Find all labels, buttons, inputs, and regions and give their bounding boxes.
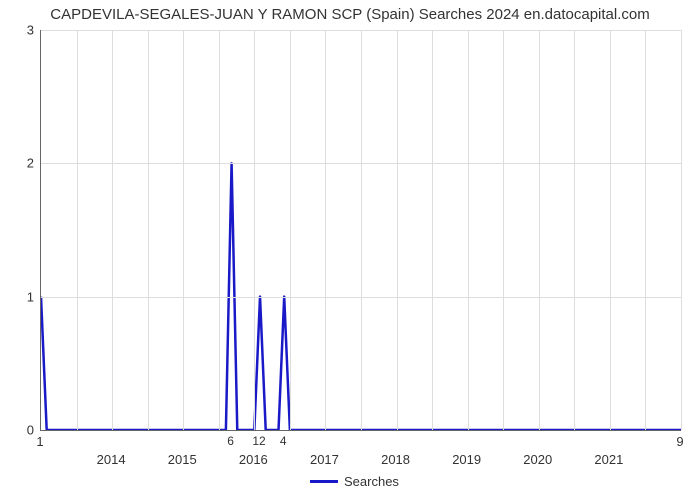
xtick-label: 2015 bbox=[168, 452, 197, 467]
xtick-label: 2014 bbox=[97, 452, 126, 467]
chart-title: CAPDEVILA-SEGALES-JUAN Y RAMON SCP (Spai… bbox=[0, 6, 700, 23]
vgrid-line bbox=[468, 30, 469, 430]
vgrid-line bbox=[290, 30, 291, 430]
xtick-label: 2016 bbox=[239, 452, 268, 467]
ytick-label: 2 bbox=[0, 156, 34, 171]
vgrid-line bbox=[219, 30, 220, 430]
edge-label-left: 1 bbox=[36, 434, 43, 449]
chart-container: CAPDEVILA-SEGALES-JUAN Y RAMON SCP (Spai… bbox=[0, 0, 700, 500]
ytick-label: 1 bbox=[0, 289, 34, 304]
vgrid-line bbox=[254, 30, 255, 430]
vgrid-line bbox=[432, 30, 433, 430]
plot-area bbox=[40, 30, 681, 431]
peak-label: 4 bbox=[280, 434, 287, 448]
vgrid-line bbox=[77, 30, 78, 430]
vgrid-line bbox=[645, 30, 646, 430]
peak-label: 12 bbox=[252, 434, 265, 448]
vgrid-line bbox=[361, 30, 362, 430]
xtick-label: 2019 bbox=[452, 452, 481, 467]
vgrid-line bbox=[681, 30, 682, 430]
vgrid-line bbox=[148, 30, 149, 430]
vgrid-line bbox=[539, 30, 540, 430]
vgrid-line bbox=[112, 30, 113, 430]
vgrid-line bbox=[397, 30, 398, 430]
vgrid-line bbox=[503, 30, 504, 430]
vgrid-line bbox=[574, 30, 575, 430]
edge-label-right: 9 bbox=[676, 434, 683, 449]
xtick-label: 2018 bbox=[381, 452, 410, 467]
xtick-label: 2021 bbox=[594, 452, 623, 467]
xtick-label: 2017 bbox=[310, 452, 339, 467]
vgrid-line bbox=[183, 30, 184, 430]
ytick-label: 0 bbox=[0, 423, 34, 438]
vgrid-line bbox=[610, 30, 611, 430]
peak-label: 6 bbox=[227, 434, 234, 448]
legend-label: Searches bbox=[344, 474, 399, 489]
ytick-label: 3 bbox=[0, 23, 34, 38]
legend: Searches bbox=[310, 474, 399, 489]
vgrid-line bbox=[325, 30, 326, 430]
legend-swatch bbox=[310, 480, 338, 483]
xtick-label: 2020 bbox=[523, 452, 552, 467]
